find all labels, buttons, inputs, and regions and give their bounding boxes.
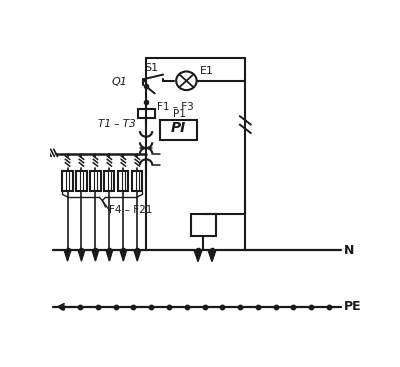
Polygon shape	[78, 251, 84, 261]
Circle shape	[176, 72, 197, 90]
Bar	[104, 171, 114, 191]
Text: PE: PE	[344, 300, 362, 313]
Text: E1: E1	[200, 66, 214, 76]
Polygon shape	[64, 251, 71, 261]
Bar	[90, 171, 100, 191]
Bar	[191, 214, 216, 236]
Text: N: N	[344, 244, 354, 257]
Text: T1 – T3: T1 – T3	[98, 119, 136, 130]
Text: F4 – F21: F4 – F21	[108, 205, 152, 215]
Bar	[160, 120, 197, 139]
Polygon shape	[134, 251, 140, 261]
Bar	[138, 109, 155, 117]
Polygon shape	[208, 250, 216, 262]
Text: S1: S1	[144, 63, 159, 73]
Polygon shape	[120, 251, 126, 261]
Polygon shape	[106, 251, 112, 261]
Text: P1: P1	[173, 109, 186, 119]
Bar	[62, 171, 73, 191]
Text: Q1: Q1	[112, 77, 128, 87]
Bar	[118, 171, 128, 191]
Text: F1 – F3: F1 – F3	[157, 102, 194, 112]
Bar	[132, 171, 142, 191]
Bar	[76, 171, 86, 191]
Text: PI: PI	[171, 121, 186, 135]
Polygon shape	[92, 251, 98, 261]
Polygon shape	[194, 250, 202, 262]
